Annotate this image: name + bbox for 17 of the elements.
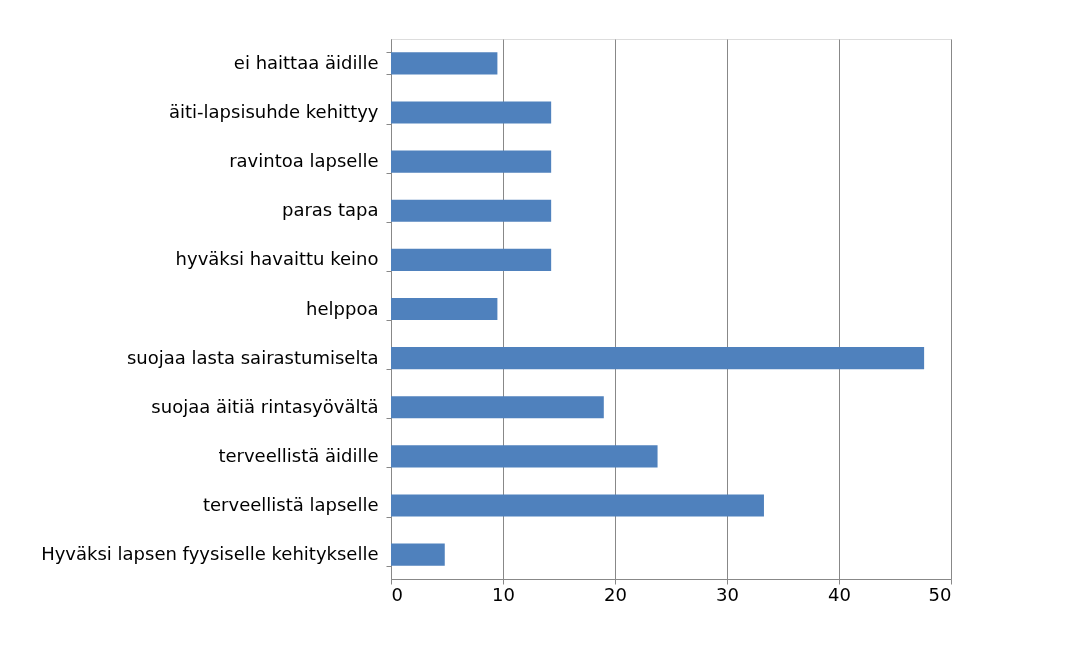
x-tick-label: 20 — [604, 583, 627, 605]
x-tick-label: 10 — [492, 583, 515, 605]
y-tick-label: helppoa — [306, 297, 379, 319]
y-tick-label: suojaa lasta sairastumiselta — [126, 346, 379, 368]
y-tick-label: ravintoa lapselle — [229, 150, 379, 172]
x-tick-label: 0 — [391, 583, 403, 605]
y-tick-label: Hyväksi lapsen fyysiselle kehitykselle — [41, 543, 379, 565]
y-tick-label: terveellistä lapselle — [202, 494, 379, 516]
y-tick-label: suojaa äitiä rintasyövältä — [151, 395, 379, 417]
x-tick-label: 40 — [828, 583, 851, 605]
y-tick-label: terveellistä äidille — [218, 444, 379, 466]
y-tick-label: hyväksi havaittu keino — [175, 248, 379, 270]
y-tick-label: ei haittaa äidille — [233, 51, 379, 73]
y-tick-label: paras tapa — [281, 199, 379, 221]
y-tick-label: äiti-lapsisuhde kehittyy — [168, 100, 379, 122]
x-tick-label: 50 — [928, 583, 952, 605]
x-tick-label: 30 — [716, 583, 739, 605]
